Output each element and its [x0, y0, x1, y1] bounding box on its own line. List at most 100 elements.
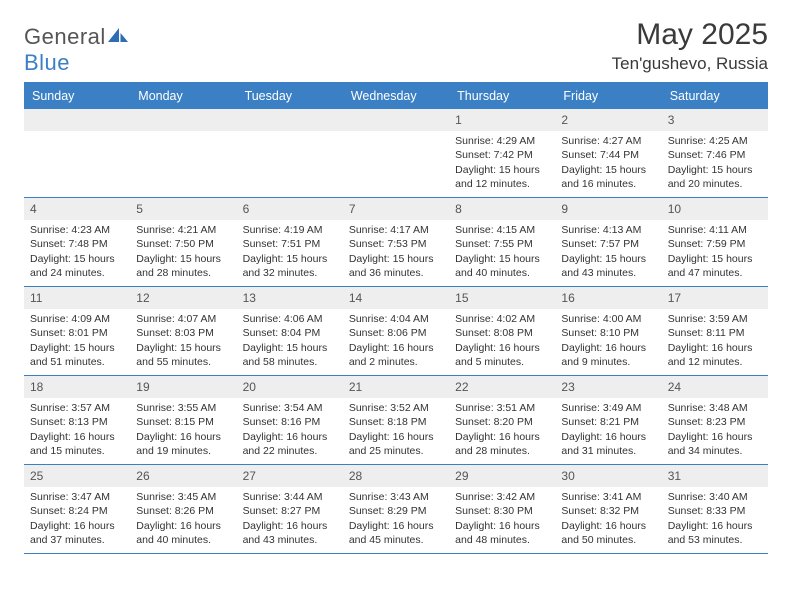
day-number: 3 [662, 109, 768, 131]
day-content: Sunrise: 3:48 AMSunset: 8:23 PMDaylight:… [662, 398, 768, 462]
day-cell: 23 Sunrise: 3:49 AMSunset: 8:21 PMDayligh… [555, 376, 661, 464]
weekday-row: SundayMondayTuesdayWednesdayThursdayFrid… [24, 84, 768, 109]
day-content: Sunrise: 4:29 AMSunset: 7:42 PMDaylight:… [449, 131, 555, 195]
daylight-text: Daylight: 16 hours and 2 minutes. [349, 341, 443, 369]
daylight-text: Daylight: 16 hours and 22 minutes. [243, 430, 337, 458]
day-number: 27 [237, 465, 343, 487]
sunrise-text: Sunrise: 3:44 AM [243, 490, 337, 504]
day-number: 24 [662, 376, 768, 398]
sunrise-text: Sunrise: 3:40 AM [668, 490, 762, 504]
day-content: Sunrise: 4:15 AMSunset: 7:55 PMDaylight:… [449, 220, 555, 284]
day-cell [24, 109, 130, 197]
daylight-text: Daylight: 16 hours and 37 minutes. [30, 519, 124, 547]
daylight-text: Daylight: 16 hours and 31 minutes. [561, 430, 655, 458]
day-number-empty [343, 109, 449, 131]
calendar-week: 11Sunrise: 4:09 AMSunset: 8:01 PMDayligh… [24, 287, 768, 376]
sunrise-text: Sunrise: 4:19 AM [243, 223, 337, 237]
sunset-text: Sunset: 8:18 PM [349, 415, 443, 429]
month-title: May 2025 [612, 18, 768, 52]
day-number: 14 [343, 287, 449, 309]
day-cell: 22Sunrise: 3:51 AMSunset: 8:20 PMDayligh… [449, 376, 555, 464]
day-content: Sunrise: 4:07 AMSunset: 8:03 PMDaylight:… [130, 309, 236, 373]
day-number: 26 [130, 465, 236, 487]
day-cell: 31Sunrise: 3:40 AMSunset: 8:33 PMDayligh… [662, 465, 768, 553]
sunrise-text: Sunrise: 3:49 AM [561, 401, 655, 415]
day-content: Sunrise: 4:19 AMSunset: 7:51 PMDaylight:… [237, 220, 343, 284]
daylight-text: Daylight: 16 hours and 19 minutes. [136, 430, 230, 458]
daylight-text: Daylight: 16 hours and 43 minutes. [243, 519, 337, 547]
weekday-header: Monday [130, 84, 236, 109]
day-cell: 19Sunrise: 3:55 AMSunset: 8:15 PMDayligh… [130, 376, 236, 464]
day-content: Sunrise: 4:04 AMSunset: 8:06 PMDaylight:… [343, 309, 449, 373]
sunset-text: Sunset: 8:26 PM [136, 504, 230, 518]
weekday-header: Sunday [24, 84, 130, 109]
day-cell: 8Sunrise: 4:15 AMSunset: 7:55 PMDaylight… [449, 198, 555, 286]
sunrise-text: Sunrise: 4:11 AM [668, 223, 762, 237]
sunrise-text: Sunrise: 4:06 AM [243, 312, 337, 326]
sunrise-text: Sunrise: 4:27 AM [561, 134, 655, 148]
sunrise-text: Sunrise: 3:41 AM [561, 490, 655, 504]
weekday-header: Tuesday [237, 84, 343, 109]
daylight-text: Daylight: 16 hours and 34 minutes. [668, 430, 762, 458]
day-content: Sunrise: 4:06 AMSunset: 8:04 PMDaylight:… [237, 309, 343, 373]
brand-name: GeneralBlue [24, 24, 130, 76]
day-cell: 25Sunrise: 3:47 AMSunset: 8:24 PMDayligh… [24, 465, 130, 553]
sunset-text: Sunset: 8:21 PM [561, 415, 655, 429]
sunset-text: Sunset: 8:30 PM [455, 504, 549, 518]
sunset-text: Sunset: 8:16 PM [243, 415, 337, 429]
daylight-text: Daylight: 15 hours and 36 minutes. [349, 252, 443, 280]
sunset-text: Sunset: 7:46 PM [668, 148, 762, 162]
day-cell: 16Sunrise: 4:00 AMSunset: 8:10 PMDayligh… [555, 287, 661, 375]
day-content: Sunrise: 4:25 AMSunset: 7:46 PMDaylight:… [662, 131, 768, 195]
daylight-text: Daylight: 16 hours and 15 minutes. [30, 430, 124, 458]
daylight-text: Daylight: 16 hours and 5 minutes. [455, 341, 549, 369]
day-cell: 14Sunrise: 4:04 AMSunset: 8:06 PMDayligh… [343, 287, 449, 375]
day-number: 6 [237, 198, 343, 220]
sunrise-text: Sunrise: 4:09 AM [30, 312, 124, 326]
day-number: 23 [555, 376, 661, 398]
day-number: 25 [24, 465, 130, 487]
day-content: Sunrise: 3:47 AMSunset: 8:24 PMDaylight:… [24, 487, 130, 551]
sunrise-text: Sunrise: 3:55 AM [136, 401, 230, 415]
day-cell: 7Sunrise: 4:17 AMSunset: 7:53 PMDaylight… [343, 198, 449, 286]
brand-logo: GeneralBlue [24, 18, 130, 76]
day-number-empty [24, 109, 130, 131]
day-cell: 29Sunrise: 3:42 AMSunset: 8:30 PMDayligh… [449, 465, 555, 553]
sunrise-text: Sunrise: 3:47 AM [30, 490, 124, 504]
day-number: 9 [555, 198, 661, 220]
brand-name-a: General [24, 24, 106, 49]
day-cell: 27Sunrise: 3:44 AMSunset: 8:27 PMDayligh… [237, 465, 343, 553]
sunset-text: Sunset: 8:23 PM [668, 415, 762, 429]
day-content: Sunrise: 3:57 AMSunset: 8:13 PMDaylight:… [24, 398, 130, 462]
daylight-text: Daylight: 15 hours and 16 minutes. [561, 163, 655, 191]
day-content: Sunrise: 3:43 AMSunset: 8:29 PMDaylight:… [343, 487, 449, 551]
day-cell: 10Sunrise: 4:11 AMSunset: 7:59 PMDayligh… [662, 198, 768, 286]
day-number: 2 [555, 109, 661, 131]
sunrise-text: Sunrise: 3:54 AM [243, 401, 337, 415]
sunset-text: Sunset: 7:42 PM [455, 148, 549, 162]
day-number: 8 [449, 198, 555, 220]
day-content: Sunrise: 4:27 AMSunset: 7:44 PMDaylight:… [555, 131, 661, 195]
sunrise-text: Sunrise: 4:13 AM [561, 223, 655, 237]
daylight-text: Daylight: 16 hours and 28 minutes. [455, 430, 549, 458]
sunrise-text: Sunrise: 3:45 AM [136, 490, 230, 504]
calendar-week: 1Sunrise: 4:29 AMSunset: 7:42 PMDaylight… [24, 109, 768, 198]
sunrise-text: Sunrise: 4:04 AM [349, 312, 443, 326]
day-cell: 30Sunrise: 3:41 AMSunset: 8:32 PMDayligh… [555, 465, 661, 553]
sunrise-text: Sunrise: 3:42 AM [455, 490, 549, 504]
sunset-text: Sunset: 8:10 PM [561, 326, 655, 340]
day-cell [343, 109, 449, 197]
daylight-text: Daylight: 15 hours and 51 minutes. [30, 341, 124, 369]
day-content: Sunrise: 4:09 AMSunset: 8:01 PMDaylight:… [24, 309, 130, 373]
day-content: Sunrise: 3:59 AMSunset: 8:11 PMDaylight:… [662, 309, 768, 373]
sunset-text: Sunset: 8:04 PM [243, 326, 337, 340]
day-content: Sunrise: 3:52 AMSunset: 8:18 PMDaylight:… [343, 398, 449, 462]
sunrise-text: Sunrise: 3:59 AM [668, 312, 762, 326]
daylight-text: Daylight: 16 hours and 50 minutes. [561, 519, 655, 547]
sunrise-text: Sunrise: 3:57 AM [30, 401, 124, 415]
calendar-week: 25Sunrise: 3:47 AMSunset: 8:24 PMDayligh… [24, 465, 768, 554]
sunrise-text: Sunrise: 3:51 AM [455, 401, 549, 415]
day-content: Sunrise: 3:41 AMSunset: 8:32 PMDaylight:… [555, 487, 661, 551]
sunset-text: Sunset: 8:24 PM [30, 504, 124, 518]
daylight-text: Daylight: 16 hours and 40 minutes. [136, 519, 230, 547]
